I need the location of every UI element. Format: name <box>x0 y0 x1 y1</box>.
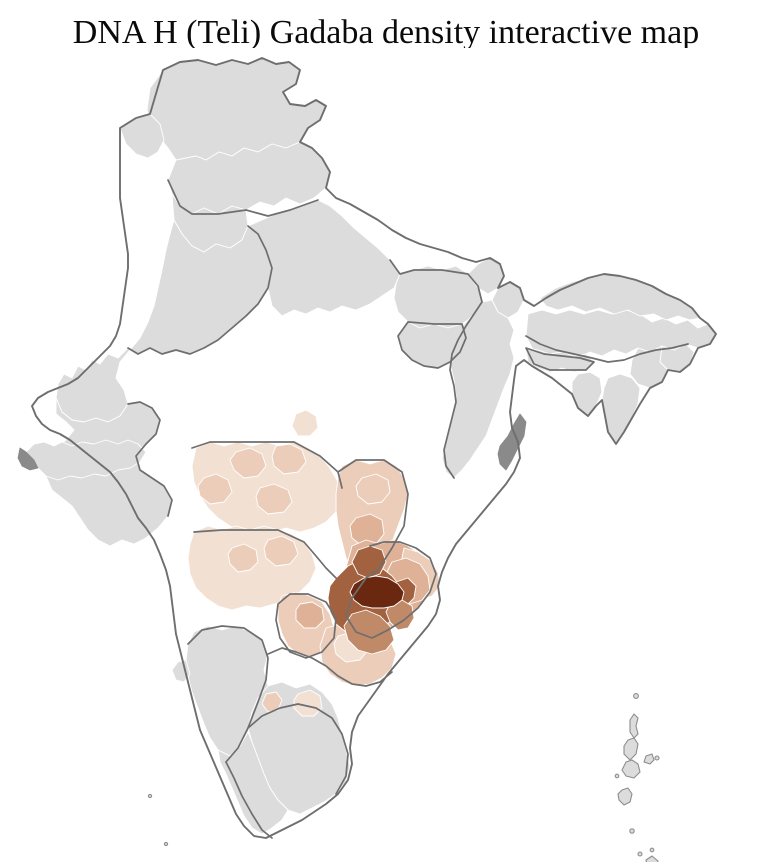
state-boundary-wb <box>444 302 482 478</box>
island-nicobar-b[interactable] <box>649 847 655 853</box>
region-kutch-dark-patch[interactable] <box>18 448 38 470</box>
state-boundary-telangana <box>276 594 336 658</box>
layer-base-states <box>18 58 716 834</box>
island-barren[interactable] <box>643 753 655 765</box>
region-goa[interactable] <box>172 660 190 682</box>
state-boundary-mp-south <box>194 530 336 578</box>
state-boundary-tamilnadu <box>248 704 348 794</box>
district-mp-a[interactable] <box>230 448 266 478</box>
state-boundary-rajasthan <box>128 226 272 354</box>
state-boundary-andhra <box>268 648 392 686</box>
island-middle-andaman[interactable] <box>623 737 639 761</box>
state-boundary-gujarat <box>128 402 172 516</box>
island-west-dot[interactable] <box>614 773 620 779</box>
island-nicobar-a[interactable] <box>637 851 643 857</box>
island-great-nicobar[interactable] <box>645 855 659 862</box>
district-mp-b[interactable] <box>272 444 306 474</box>
district-mp-e[interactable] <box>292 410 318 436</box>
state-boundary-meghalaya <box>526 348 594 370</box>
district-mh-a[interactable] <box>264 536 298 566</box>
state-boundary-jharkhand <box>398 322 466 368</box>
island-car-nicobar[interactable] <box>629 828 635 834</box>
district-mp-d[interactable] <box>256 484 292 514</box>
state-boundary-assam <box>526 336 688 362</box>
district-mp-c[interactable] <box>198 474 232 504</box>
district-peak-density[interactable] <box>350 576 404 608</box>
page-title: DNA H (Teli) Gadaba density interactive … <box>72 14 700 51</box>
region-kutch[interactable] <box>26 440 146 480</box>
state-boundary-lines <box>168 180 318 216</box>
district-cg-b[interactable] <box>356 474 390 504</box>
district-srikakulam-spread[interactable] <box>344 610 394 654</box>
state-boundary-karnataka <box>188 626 268 762</box>
india-choropleth-map[interactable] <box>0 48 772 862</box>
island-north-andaman[interactable] <box>629 713 639 739</box>
island-little-andaman[interactable] <box>617 787 633 806</box>
district-tg-a[interactable] <box>296 602 324 628</box>
island-east-dot[interactable] <box>654 755 660 761</box>
state-boundary-kerala <box>226 762 272 838</box>
state-boundary-up-bihar <box>390 260 482 302</box>
state-boundary-mp-north <box>192 442 342 488</box>
layer-boundaries <box>32 58 716 838</box>
region-kerala[interactable] <box>218 732 288 834</box>
district-ap-b[interactable] <box>294 690 322 716</box>
state-boundary-chhattisgarh <box>338 460 408 578</box>
region-sundarbans-patch[interactable] <box>498 414 526 470</box>
district-kalahandi-arm[interactable] <box>352 546 386 578</box>
map-svg[interactable] <box>0 48 772 862</box>
island-south-andaman[interactable] <box>621 759 641 779</box>
district-mh-b[interactable] <box>228 544 258 572</box>
layer-islands <box>147 693 660 862</box>
district-ap-small[interactable] <box>262 692 282 712</box>
island-lakshadweep-dot2[interactable] <box>163 841 169 847</box>
national-outline <box>32 58 716 838</box>
island-north-dot[interactable] <box>633 693 639 699</box>
state-boundary-odisha <box>346 542 436 638</box>
district-parvathipuram[interactable] <box>386 600 414 630</box>
island-lakshadweep-dot[interactable] <box>147 793 153 799</box>
